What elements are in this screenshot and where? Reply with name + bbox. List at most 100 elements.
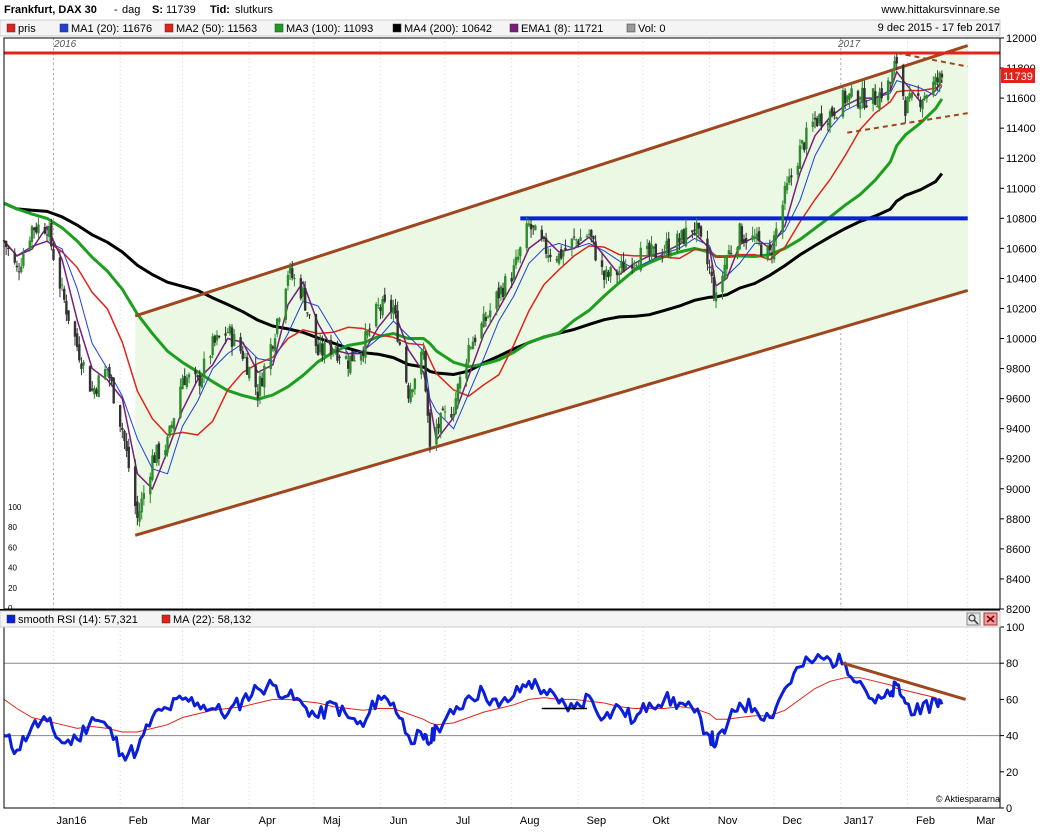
zoom-button[interactable]: [966, 612, 981, 626]
candle-body: [269, 344, 272, 370]
candle-body: [353, 360, 356, 362]
candle-body: [278, 318, 281, 322]
candle-body: [450, 413, 453, 418]
candle-body: [254, 365, 257, 388]
candle-body: [276, 318, 279, 335]
legend-swatch: [392, 23, 402, 33]
candle-body: [198, 375, 201, 386]
candle-body: [488, 310, 492, 318]
x-tick-label: Mar: [976, 815, 995, 827]
candle-body: [82, 361, 85, 366]
candle-body: [938, 72, 941, 84]
candle-body: [925, 95, 929, 99]
candle-body: [813, 117, 817, 120]
candle-body: [650, 244, 653, 256]
candle-body: [329, 339, 333, 355]
candle-body: [164, 449, 167, 456]
candle-body: [392, 307, 395, 314]
candle-body: [570, 238, 574, 249]
candle-body: [723, 264, 726, 280]
candle-body: [63, 288, 66, 300]
ma3-100-line: [3, 98, 944, 401]
candle-body: [153, 455, 156, 463]
candle-body: [818, 114, 821, 124]
candle-body: [504, 276, 507, 297]
candle-body: [755, 233, 759, 240]
candle-body: [602, 270, 606, 280]
rsi-panel: [3, 652, 1000, 762]
candle-body: [93, 388, 96, 395]
legend-swatch: [509, 23, 519, 33]
candle-body: [170, 424, 173, 429]
legend-item-label: smooth RSI (14): 57,321: [18, 614, 138, 626]
candle-body: [181, 378, 184, 390]
candle-body: [187, 374, 191, 378]
candle-body: [346, 360, 350, 369]
candle-body: [886, 80, 890, 100]
candle-body: [878, 92, 881, 109]
candle-body: [495, 291, 498, 309]
candle-body: [633, 262, 636, 265]
candle-body: [45, 234, 49, 236]
candle-body: [781, 204, 784, 233]
candle-body: [559, 249, 563, 259]
candle-body: [60, 284, 64, 286]
pennant-upper-line: [896, 52, 968, 68]
candle-body: [706, 238, 709, 265]
candle-body: [293, 278, 296, 280]
candle-body: [47, 225, 51, 237]
candle-body: [725, 256, 728, 270]
candle-body: [738, 223, 741, 250]
candle-body: [742, 239, 746, 243]
candle-body: [693, 229, 696, 231]
candle-body: [572, 236, 576, 238]
candle-body: [667, 238, 670, 255]
candle-body: [609, 267, 612, 277]
candle-body: [740, 226, 744, 243]
candle-body: [555, 259, 559, 261]
close-panel-button[interactable]: [983, 612, 998, 626]
candle-body: [624, 265, 627, 269]
y-tick-label: 11400: [1006, 123, 1036, 135]
candle-body: [17, 271, 21, 273]
last-price-badge-text: 11739: [1003, 71, 1033, 83]
candle-body: [871, 88, 875, 104]
candle-body: [183, 376, 186, 386]
candle-body: [108, 366, 111, 379]
candle-body: [271, 346, 275, 349]
candle-body: [534, 225, 537, 231]
legend-item-label: MA1 (20): 11676: [71, 23, 152, 35]
candle-body: [936, 77, 939, 83]
candle-body: [790, 175, 793, 178]
candle-body: [243, 357, 247, 359]
candle-body: [22, 253, 25, 266]
candle-body: [407, 385, 410, 399]
candle-body: [516, 256, 520, 260]
candle-body: [420, 351, 423, 375]
candle-body: [639, 247, 642, 271]
candle-body: [549, 254, 552, 258]
x-tick-label: Feb: [129, 815, 148, 827]
candle-body: [934, 76, 937, 86]
y-tick-label: 10600: [1006, 243, 1037, 255]
candle-body: [232, 334, 236, 346]
x-tick-label: Mar: [191, 815, 210, 827]
candle-body: [80, 363, 83, 369]
candle-body: [185, 377, 189, 387]
candle-body: [575, 239, 578, 241]
candle-body: [531, 225, 535, 228]
volume-tick-label: 20: [8, 584, 17, 593]
candle-body: [542, 236, 546, 239]
candle-body: [921, 100, 924, 110]
legend-main: pris MA1 (20): 11676 MA2 (50): 11563 MA3 (1…: [0, 19, 1001, 37]
candle-body: [319, 342, 322, 353]
rsi-y-tick-label: 20: [1006, 767, 1018, 779]
axes: Jan16 Feb Mar Apr Maj Jun Jul Aug Sep Okt Nov Dec Ja…: [8, 33, 1037, 827]
candle-body: [846, 95, 849, 103]
legend-rsi-bg: [0, 610, 1001, 628]
candle-body: [439, 412, 442, 433]
legend-swatch: [274, 23, 284, 33]
candle-body: [473, 337, 477, 343]
x-tick-label: Jan16: [56, 815, 86, 827]
legend-swatch: [6, 614, 16, 624]
